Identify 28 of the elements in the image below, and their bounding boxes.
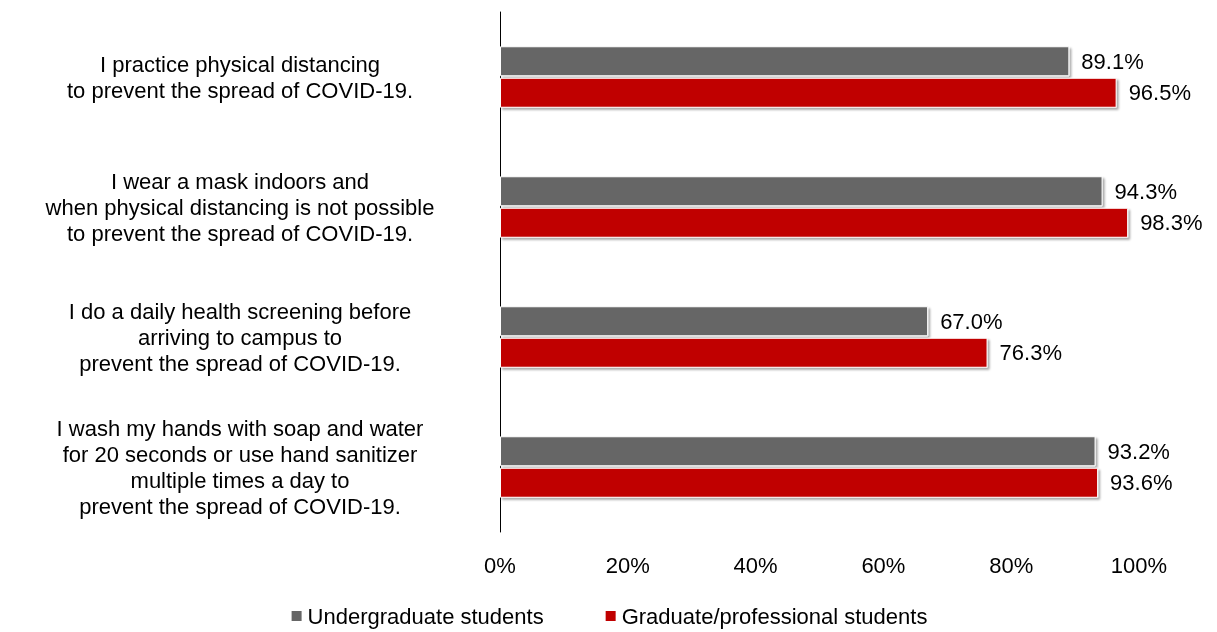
x-tick-label: 80% (989, 552, 1034, 578)
y-tick-label: I practice physical distancing to prevent the spread of COVID-19. (66, 51, 414, 103)
data-label: 89.1% (1081, 48, 1144, 74)
x-tick-label: 0% (484, 552, 516, 578)
data-label: 67.0% (940, 308, 1003, 334)
bar (500, 176, 1103, 207)
y-tick-label: I wash my hands with soap and water for 20 seconds or use hand sanitizer multiple times a day to prevent the spread of COVID-19. (56, 415, 424, 519)
data-label: 98.3% (1140, 210, 1203, 236)
data-label: 93.6% (1110, 470, 1173, 496)
data-label: 96.5% (1128, 80, 1192, 106)
x-tick-label: 60% (861, 552, 906, 578)
bar (500, 207, 1129, 238)
data-label: 76.3% (999, 340, 1062, 366)
y-tick-label: I do a daily health screening before arriving to campus to prevent the spread of COVID-19. (68, 298, 412, 376)
bar (500, 467, 1099, 498)
bar (500, 337, 988, 368)
x-tick-label: 40% (733, 552, 778, 578)
bar (500, 306, 929, 337)
x-tick-label: 20% (605, 552, 650, 578)
data-label: 94.3% (1114, 178, 1177, 204)
bar (500, 77, 1117, 108)
bar (500, 436, 1096, 467)
x-tick-label: 100% (1110, 552, 1168, 578)
y-tick-label: I wear a mask indoors and when physical distancing is not possible to prevent the spread of COVID-19. (44, 168, 435, 246)
bar (500, 46, 1070, 77)
legend-label: Undergraduate students (307, 603, 544, 629)
data-label: 93.2% (1107, 438, 1170, 464)
legend-label: Graduate/professional students (621, 603, 928, 629)
